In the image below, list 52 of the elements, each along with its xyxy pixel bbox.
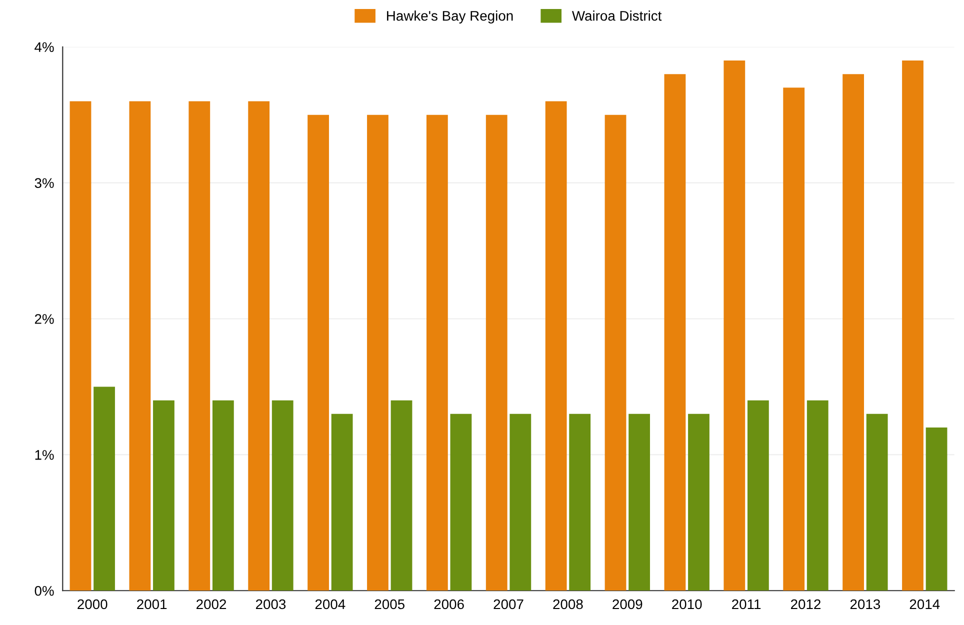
bar — [783, 88, 805, 591]
bar — [94, 386, 115, 591]
bar — [129, 101, 151, 591]
bar — [510, 414, 532, 591]
bar — [724, 60, 746, 591]
x-tick-label: 2009 — [612, 599, 642, 610]
bar — [664, 74, 686, 591]
bar — [545, 101, 567, 591]
y-tick-label: 3% — [34, 178, 54, 188]
bar — [188, 101, 210, 591]
bar — [153, 400, 174, 591]
legend-label: Wairoa District — [572, 10, 662, 21]
bar — [248, 101, 270, 591]
x-tick-label: 2002 — [196, 599, 226, 610]
bar — [569, 414, 591, 591]
bar — [628, 414, 650, 591]
x-tick-label: 2006 — [434, 599, 464, 610]
bar — [486, 114, 508, 591]
x-tick-label: 2010 — [672, 599, 702, 610]
x-tick-label: 2012 — [790, 599, 820, 610]
x-tick-label: 2008 — [553, 599, 583, 610]
x-tick-label: 2013 — [850, 599, 880, 610]
x-tick-label: 2000 — [78, 599, 108, 610]
bar — [212, 400, 234, 591]
bar — [70, 101, 92, 591]
bar — [806, 400, 828, 591]
bar — [866, 414, 888, 591]
y-tick-label: 4% — [34, 42, 54, 52]
bar — [747, 400, 769, 591]
x-tick-label: 2003 — [256, 599, 286, 610]
bar — [842, 74, 864, 591]
bar — [688, 414, 710, 591]
bar — [331, 414, 353, 591]
x-tick-label: 2005 — [374, 599, 404, 610]
x-tick-label: 2004 — [315, 599, 346, 610]
x-tick-label: 2001 — [137, 599, 167, 610]
x-tick-label: 2011 — [732, 599, 761, 610]
y-tick-label: 0% — [34, 586, 54, 596]
bar — [902, 60, 924, 591]
legend-label: Hawke's Bay Region — [387, 10, 513, 24]
x-tick-label: 2007 — [494, 599, 524, 610]
bar — [450, 414, 472, 591]
bar — [926, 428, 948, 591]
y-tick-label: 2% — [34, 314, 54, 324]
bar — [308, 114, 329, 591]
x-tick-label: 2014 — [910, 599, 940, 610]
bar — [390, 400, 412, 591]
bar — [367, 114, 388, 591]
bar — [604, 114, 626, 591]
bar — [272, 400, 294, 591]
bar — [426, 114, 448, 591]
y-tick-label: 1% — [35, 450, 54, 460]
